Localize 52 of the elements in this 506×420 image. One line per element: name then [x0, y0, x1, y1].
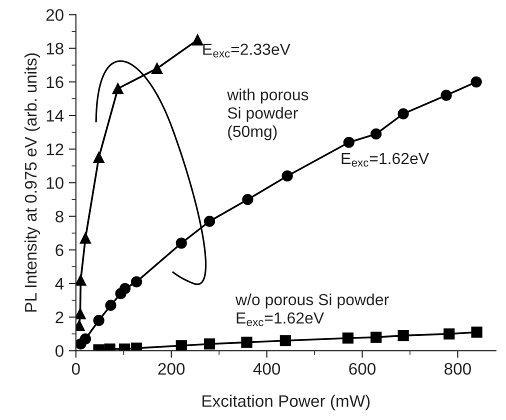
- y-tick-label: 8: [56, 210, 64, 223]
- point: [120, 282, 131, 294]
- point: [93, 314, 104, 326]
- point: [242, 194, 254, 206]
- point: [370, 332, 382, 343]
- y-tick-label: 6: [56, 244, 64, 256]
- annotation: E$_{exc}$=2.33eV: [203, 44, 290, 58]
- point: [80, 333, 91, 344]
- point: [342, 332, 354, 344]
- x-tick-label: 800: [444, 362, 471, 375]
- point: [398, 108, 409, 120]
- point: [282, 170, 293, 182]
- point: [241, 336, 252, 348]
- y-tick-label: 20: [46, 9, 64, 21]
- y-tick-label: 10: [46, 177, 64, 189]
- x-tick-label: 200: [158, 362, 185, 375]
- point: [471, 326, 482, 338]
- point: [151, 62, 163, 74]
- x-tick-label: 400: [253, 362, 280, 375]
- x-tick-label: 0: [72, 362, 80, 375]
- point: [176, 238, 187, 249]
- y-tick-label: 0: [55, 345, 64, 357]
- y-tick-label: 4: [55, 278, 64, 290]
- point: [204, 338, 216, 350]
- point: [204, 216, 216, 227]
- x-axis-title: Excitation Power (mW): [202, 394, 370, 410]
- y-tick-label: 12: [46, 144, 64, 156]
- point: [93, 152, 104, 164]
- annotation: E$_{exc}$=1.62eV: [342, 152, 429, 167]
- point: [192, 34, 204, 46]
- point: [80, 232, 91, 244]
- point: [398, 330, 409, 342]
- point: [440, 90, 452, 101]
- point: [444, 328, 455, 340]
- point: [112, 83, 124, 94]
- annotation: with porous Si powder (50mg): [227, 88, 308, 140]
- y-tick-label: 2: [56, 312, 64, 324]
- point: [105, 300, 116, 311]
- point: [76, 308, 86, 320]
- x-tick-label: 600: [349, 362, 376, 375]
- point: [130, 276, 142, 288]
- annotation: w/o porous Si powder E$_{exc}$=1.62eV: [235, 294, 389, 326]
- point: [343, 136, 354, 148]
- point: [280, 335, 291, 346]
- point: [370, 128, 382, 140]
- point: [176, 340, 187, 351]
- y-tick-label: 14: [46, 110, 64, 122]
- y-tick-label: 18: [46, 42, 64, 55]
- y-axis-title: PL Intensity at 0.975 eV (arb. units): [24, 53, 40, 312]
- y-tick-label: 16: [46, 76, 64, 88]
- point: [76, 274, 86, 286]
- point: [470, 76, 482, 88]
